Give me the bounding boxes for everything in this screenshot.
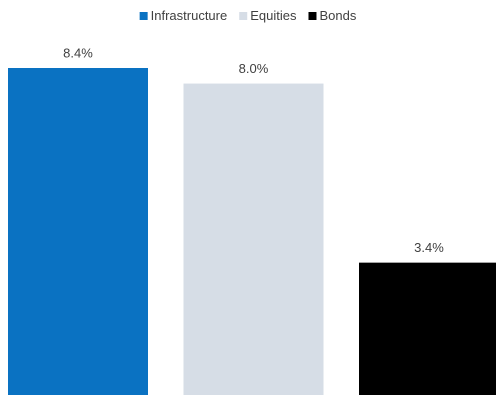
legend-swatch [308,12,317,20]
data-label: 8.4% [63,45,93,60]
legend-label: Equities [250,8,297,23]
legend-label: Bonds [319,8,356,23]
bar [183,83,324,396]
legend-swatch [239,12,248,20]
data-label: 3.4% [414,240,444,255]
legend-swatch [139,12,148,20]
legend-label: Infrastructure [151,8,228,23]
bar [359,262,496,395]
data-label: 8.0% [239,61,269,76]
bar [8,68,148,395]
